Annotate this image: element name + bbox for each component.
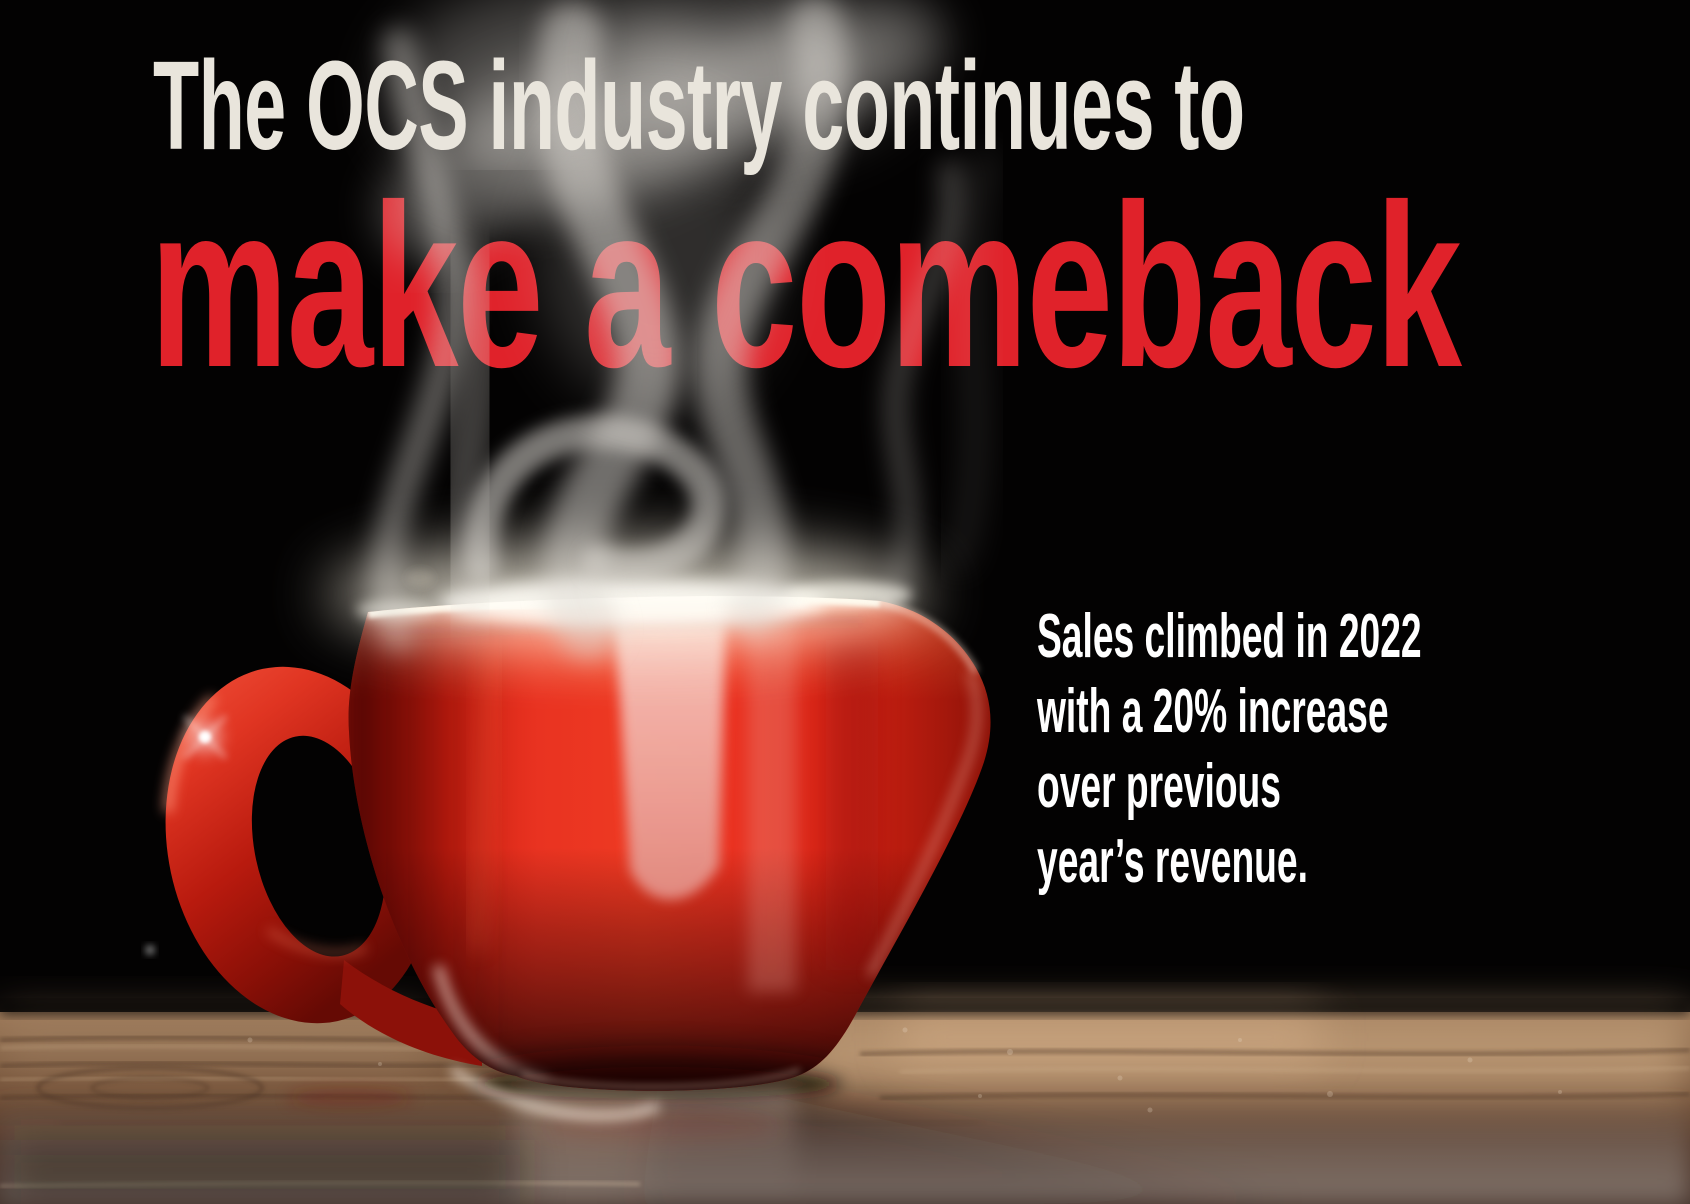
- caption-line: over previous: [1037, 752, 1281, 822]
- dust-speckles: [247, 1027, 1562, 1113]
- caption-line: Sales climbed in 2022: [1037, 602, 1422, 671]
- page-title: The OCS industry continues to: [153, 35, 1245, 176]
- base-light-sliver: [450, 1067, 660, 1120]
- headline: make a comeback: [150, 157, 1462, 416]
- caption-line: year’s revenue.: [1037, 827, 1308, 897]
- mug-glossy-highlight: [612, 596, 726, 900]
- sales-caption: Sales climbed in 2022 with a 20% increas…: [1037, 599, 1422, 899]
- glint-star-icon: [146, 694, 253, 954]
- wooden-table: [0, 1004, 1690, 1204]
- caption-line: with a 20% increase: [1037, 677, 1389, 747]
